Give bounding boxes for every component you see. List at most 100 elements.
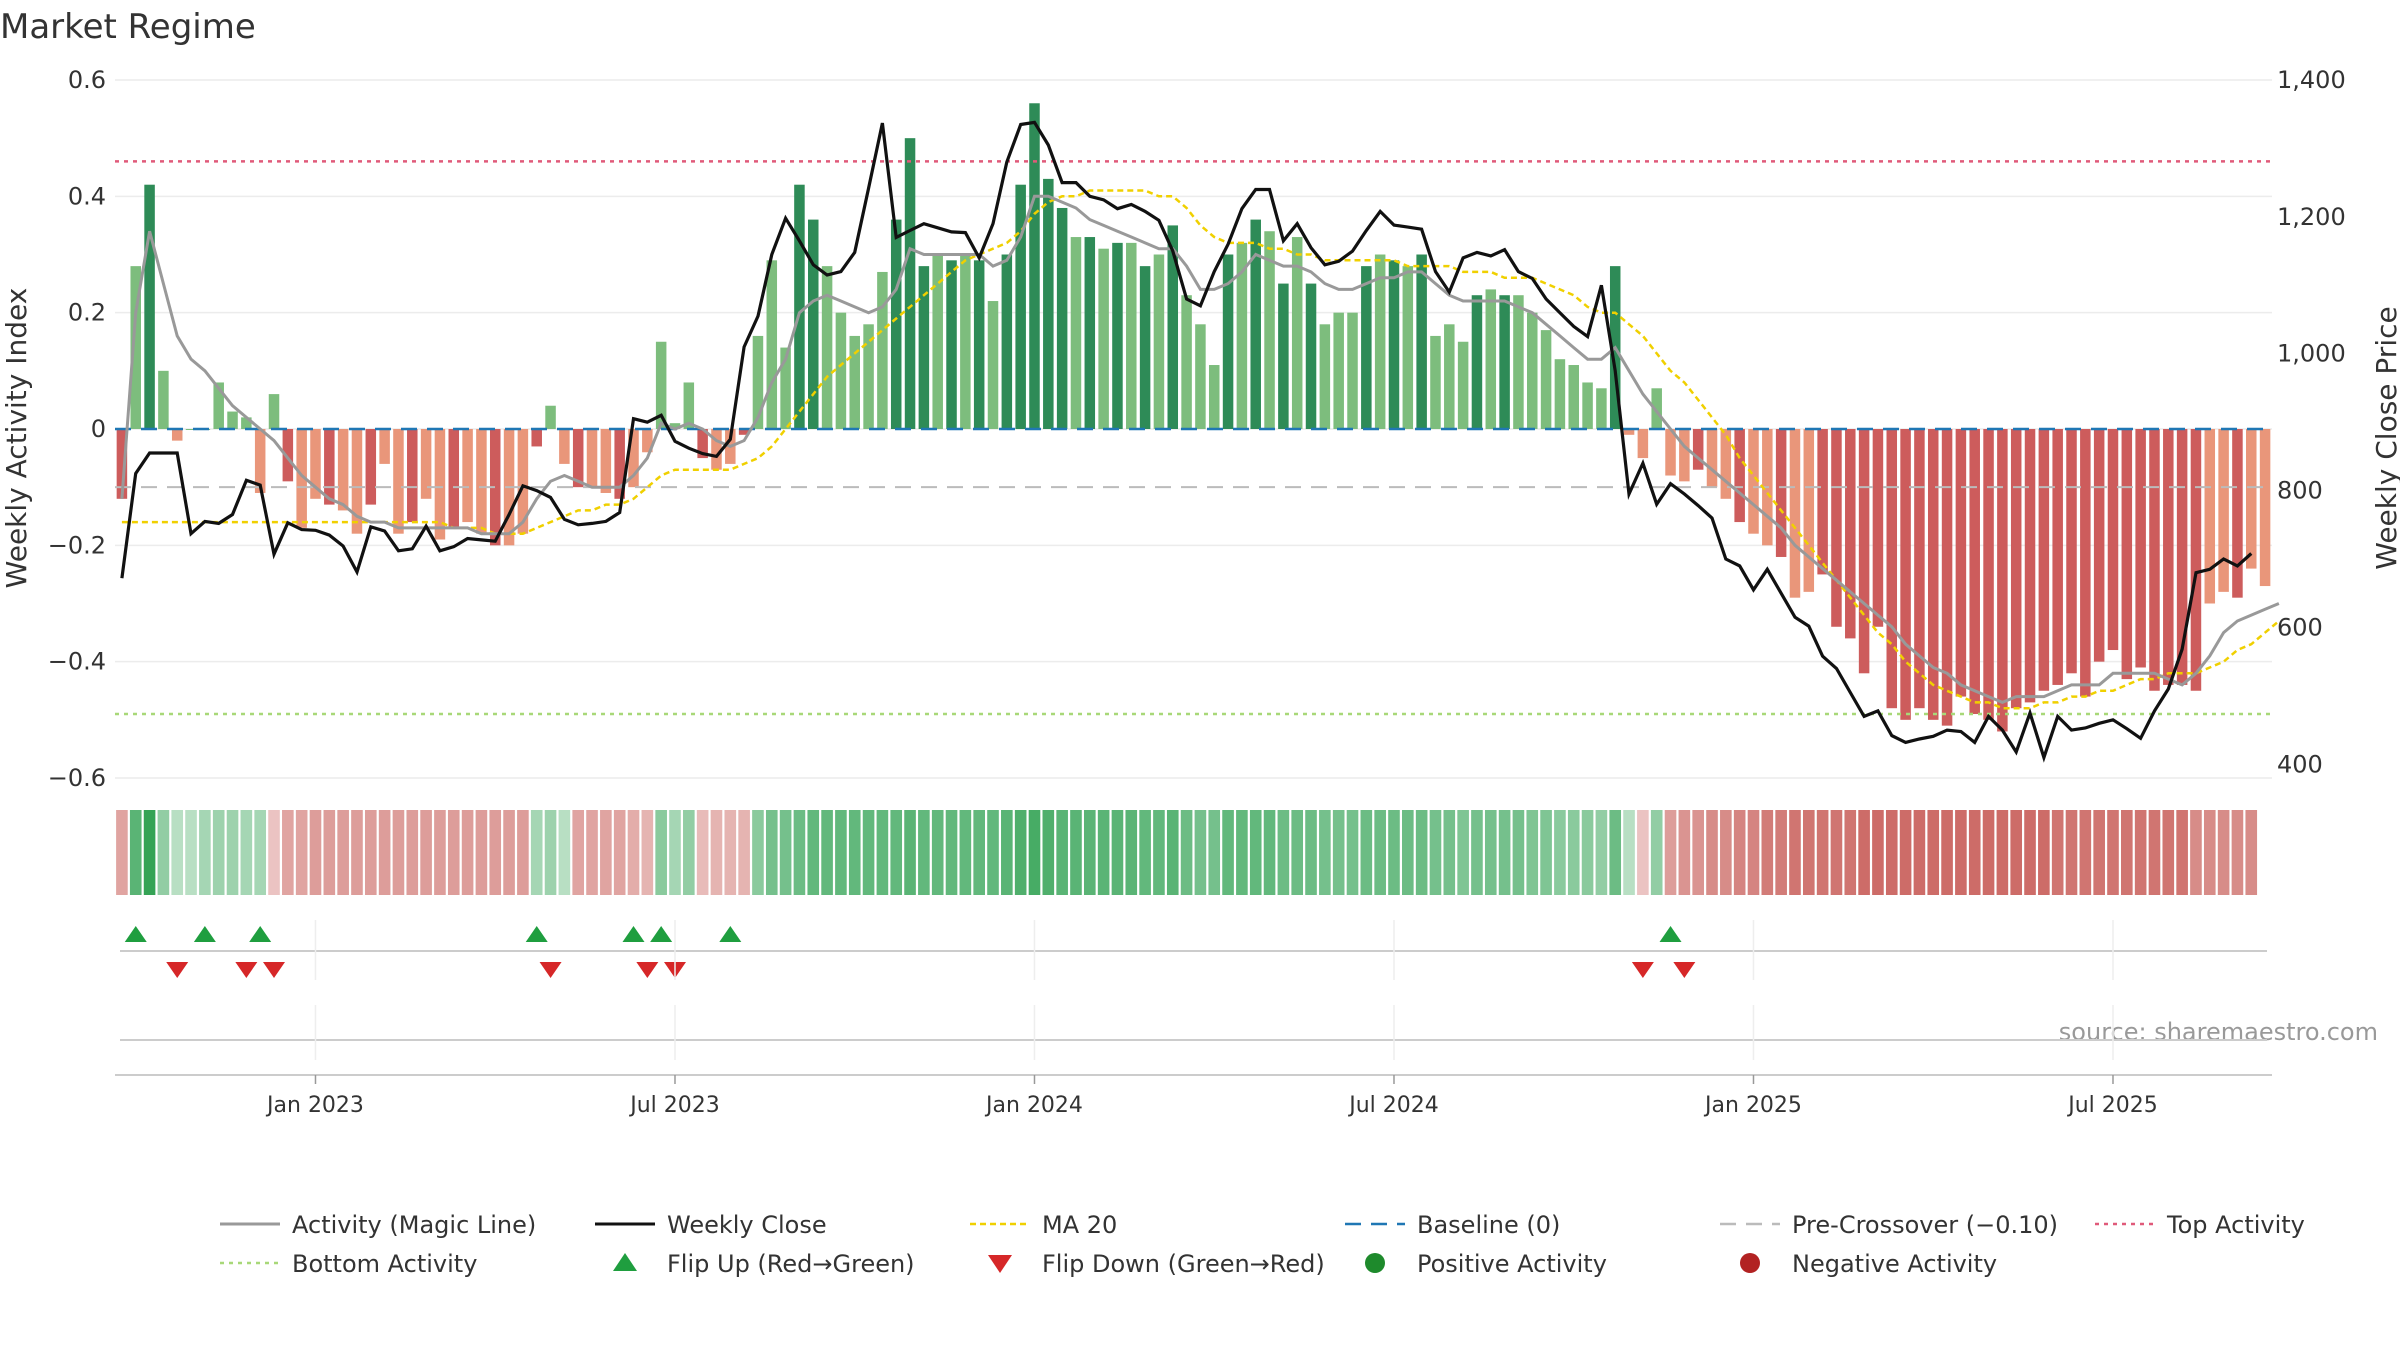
activity-bar	[863, 324, 874, 429]
regime-cell	[1540, 810, 1552, 895]
x-tick-label: Jul 2023	[628, 1093, 720, 1118]
activity-bar	[780, 347, 791, 429]
x-tick-label: Jan 2023	[265, 1093, 364, 1118]
activity-bar	[1126, 242, 1137, 429]
regime-cell	[752, 810, 764, 895]
activity-bar	[1444, 324, 1455, 429]
activity-bar	[2038, 429, 2050, 691]
activity-bar	[752, 335, 764, 429]
activity-bar	[1775, 429, 1787, 557]
activity-bar	[2149, 429, 2160, 691]
regime-cell	[613, 810, 626, 895]
activity-bar	[448, 429, 460, 528]
regime-cell	[779, 810, 792, 895]
activity-bar	[268, 394, 280, 429]
left-tick-label: 0	[91, 415, 106, 443]
activity-bar	[434, 429, 446, 540]
flip-up-marker	[719, 926, 742, 942]
activity-bar	[1015, 184, 1026, 429]
regime-cell	[2038, 810, 2050, 895]
activity-bar	[794, 184, 805, 429]
regime-cell	[1001, 810, 1013, 895]
regime-cell	[364, 810, 377, 895]
regime-cell	[1457, 810, 1469, 895]
activity-bar	[393, 429, 404, 534]
regime-cell	[2231, 810, 2244, 895]
regime-cell	[1305, 810, 1317, 895]
activity-bar	[407, 429, 418, 523]
activity-bar	[655, 341, 667, 429]
regime-cell	[1028, 810, 1041, 895]
activity-bar	[808, 219, 819, 429]
flip-down-marker	[263, 962, 286, 978]
activity-bar	[890, 219, 902, 429]
regime-cell	[1263, 810, 1276, 895]
regime-cell	[1388, 810, 1400, 895]
regime-cell	[572, 810, 585, 895]
regime-cell	[1637, 810, 1649, 895]
regime-cell	[1706, 810, 1718, 895]
activity-bar	[1692, 429, 1704, 470]
regime-cell	[212, 810, 225, 895]
regime-cell	[876, 810, 889, 895]
activity-bar	[586, 429, 598, 488]
activity-bar	[1153, 254, 1165, 429]
regime-cell	[1872, 810, 1884, 895]
regime-cell	[1623, 810, 1635, 895]
activity-bar	[738, 429, 750, 435]
regime-cell	[1111, 810, 1124, 895]
regime-cell	[1415, 810, 1428, 895]
activity-bar	[1845, 429, 1856, 639]
x-tick-label: Jan 2025	[1703, 1093, 1802, 1118]
regime-cell	[1319, 810, 1331, 895]
left-tick-label: −0.6	[48, 764, 106, 792]
activity-bar	[1872, 429, 1884, 627]
regime-cell	[683, 810, 695, 895]
activity-bar	[1914, 429, 1925, 709]
activity-bar	[254, 429, 266, 493]
regime-cell	[2162, 810, 2175, 895]
activity-bar	[1112, 242, 1123, 429]
activity-bar	[1098, 248, 1109, 429]
regime-cell	[862, 810, 875, 895]
left-tick-label: 0.6	[68, 66, 106, 94]
activity-bar	[973, 260, 985, 429]
regime-cell	[1650, 810, 1663, 895]
regime-cell	[406, 810, 419, 895]
regime-cell	[171, 810, 184, 895]
regime-cell	[807, 810, 820, 895]
regime-cell	[2024, 810, 2036, 895]
regime-cell	[696, 810, 709, 895]
legend-flip-up-swatch	[613, 1253, 637, 1271]
flip-up-marker	[1659, 926, 1682, 942]
regime-cell	[461, 810, 474, 895]
activity-bar	[1305, 283, 1317, 429]
activity-bar	[1623, 429, 1635, 435]
regime-cell	[1526, 810, 1539, 895]
magic-line	[120, 194, 2280, 705]
activity-bar	[531, 429, 542, 447]
regime-cell	[1249, 810, 1262, 895]
regime-cell	[1789, 810, 1801, 895]
regime-cell	[973, 810, 985, 895]
regime-cell	[517, 810, 529, 895]
activity-bar	[2024, 429, 2036, 703]
activity-bar	[1499, 295, 1510, 429]
grid	[115, 79, 2272, 779]
regime-cell	[1153, 810, 1165, 895]
activity-bar	[144, 184, 155, 429]
activity-bar	[766, 260, 778, 429]
activity-bar	[116, 429, 128, 499]
activity-bar	[628, 429, 639, 488]
activity-bar	[932, 254, 943, 429]
regime-cell	[1443, 810, 1456, 895]
activity-bar	[1651, 388, 1662, 429]
regime-cell	[1208, 810, 1221, 895]
activity-bar	[835, 312, 847, 429]
flip-markers	[120, 926, 2267, 978]
regime-cell	[199, 810, 211, 895]
regime-cell	[309, 810, 322, 895]
activity-bar	[1250, 219, 1261, 429]
regime-cell	[890, 810, 903, 895]
